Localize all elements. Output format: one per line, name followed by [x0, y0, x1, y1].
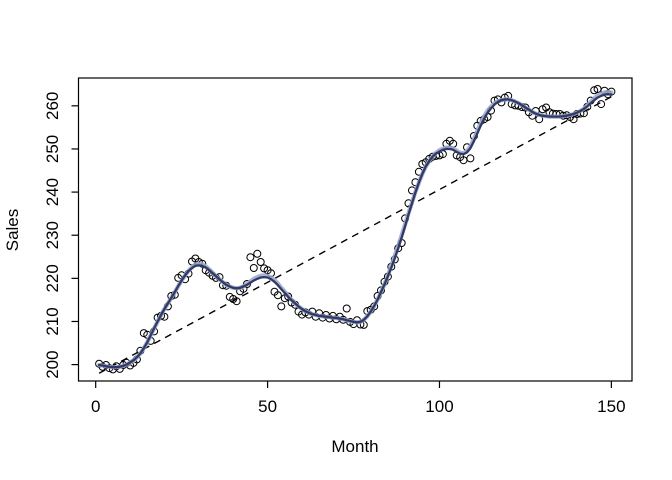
data-point [246, 253, 255, 262]
data-point [253, 249, 262, 258]
data-point [466, 154, 475, 163]
x-axis-title: Month [331, 437, 378, 456]
x-tick-label: 0 [91, 397, 100, 416]
trend-dashed-line [98, 96, 612, 374]
data-point [232, 297, 241, 306]
y-tick-label: 230 [43, 221, 62, 249]
wide-smooth-line [96, 89, 614, 370]
y-tick-label: 250 [43, 135, 62, 163]
data-point [273, 291, 282, 300]
x-tick-label: 150 [597, 397, 625, 416]
plot-frame [77, 77, 633, 382]
data-point [277, 302, 286, 311]
data-point [256, 258, 265, 266]
loess-smooth-line [97, 93, 613, 369]
data-point [597, 100, 606, 109]
y-tick-label: 240 [43, 178, 62, 206]
y-axis-title: Sales [3, 209, 22, 252]
data-point [590, 86, 599, 95]
data-point [342, 304, 351, 313]
x-tick-label: 50 [258, 397, 277, 416]
y-tick-label: 210 [43, 307, 62, 335]
y-tick-label: 200 [43, 350, 62, 378]
data-point [249, 264, 258, 272]
x-tick-label: 100 [425, 397, 453, 416]
y-tick-label: 220 [43, 264, 62, 292]
y-tick-label: 260 [43, 92, 62, 120]
